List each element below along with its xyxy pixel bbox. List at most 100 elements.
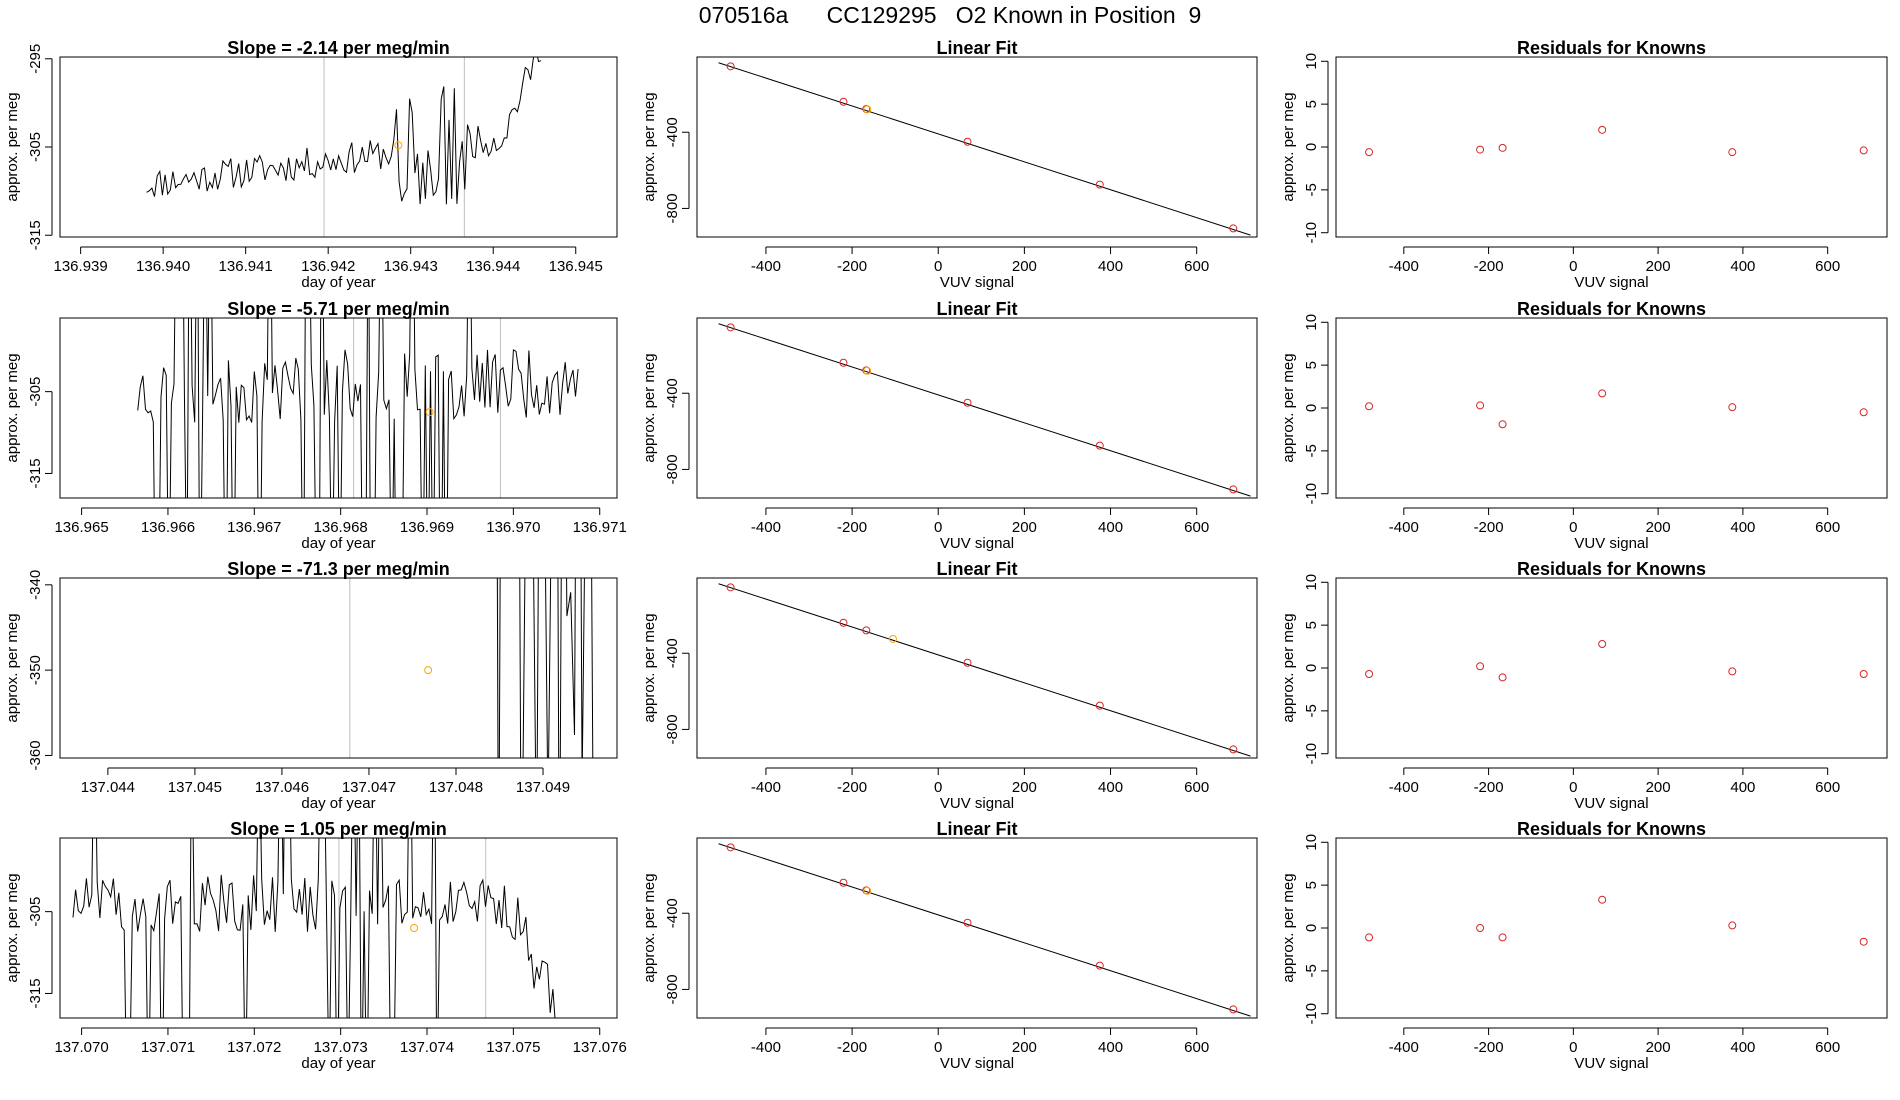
y-tick-label: -315 — [27, 458, 44, 488]
x-tick-label: -200 — [837, 258, 867, 275]
x-axis-label: day of year — [301, 535, 375, 552]
y-tick-label: -315 — [27, 220, 44, 250]
panel-linear-fit-row-1: -400 -200 0 200 400 600 VUV signal -400 -800 appr… — [641, 38, 1258, 291]
panel-title: Slope = -5.71 per meg/min — [227, 299, 450, 319]
known-point — [1476, 401, 1485, 410]
unknown-point — [863, 105, 872, 114]
plot-area — [718, 583, 1251, 757]
x-axis-label: VUV signal — [940, 1055, 1014, 1072]
x-tick-label: 200 — [1012, 779, 1037, 796]
x-axis-label: day of year — [301, 274, 375, 291]
y-axis-label: approx. per meg — [641, 873, 658, 982]
unknown-point — [889, 634, 897, 643]
known-point — [839, 878, 848, 887]
unknown-point — [863, 366, 872, 375]
x-tick-label: 136.942 — [301, 258, 355, 275]
data-trace — [146, 57, 542, 205]
panel-title: Slope = 1.05 per meg/min — [230, 819, 447, 839]
known-point — [1859, 146, 1868, 155]
x-tick-label: 137.047 — [342, 779, 396, 796]
known-point — [1229, 745, 1238, 754]
x-axis-label: VUV signal — [1574, 795, 1648, 812]
x-tick-label: 137.070 — [54, 1039, 108, 1056]
panel-linear-fit-row-4: -400 -200 0 200 400 600 VUV signal -400 -800 appr… — [641, 819, 1258, 1072]
known-point — [839, 358, 848, 367]
y-axis-label: approx. per meg — [4, 353, 21, 462]
x-tick-label: -200 — [837, 519, 867, 536]
y-tick-label: 0 — [1303, 924, 1320, 932]
panel-title: Linear Fit — [936, 38, 1017, 58]
known-point — [963, 658, 972, 667]
x-tick-label: 200 — [1646, 258, 1671, 275]
known-point — [963, 137, 972, 146]
y-axis-label: approx. per meg — [4, 92, 21, 201]
y-axis-label: approx. per meg — [1280, 353, 1297, 462]
x-tick-label: -200 — [837, 1039, 867, 1056]
panel-title: Slope = -2.14 per meg/min — [227, 38, 450, 58]
known-point — [1095, 701, 1104, 710]
x-tick-label: 600 — [1184, 258, 1209, 275]
data-trace — [137, 318, 579, 498]
known-point — [963, 398, 972, 407]
known-point — [1859, 408, 1868, 417]
unknown-point — [425, 408, 434, 417]
x-tick-label: 136.939 — [54, 258, 108, 275]
unknown-point — [410, 924, 419, 932]
x-tick-label: 136.971 — [573, 519, 627, 536]
known-point — [1365, 933, 1374, 942]
x-tick-label: 0 — [1569, 258, 1577, 275]
x-tick-label: 136.940 — [136, 258, 190, 275]
figure-title: 070516a CC129295 O2 Known in Position 9 — [698, 2, 1202, 28]
x-tick-label: 600 — [1815, 519, 1840, 536]
y-tick-label: -800 — [664, 974, 681, 1004]
plot-area — [146, 57, 542, 237]
x-tick-label: 400 — [1098, 519, 1123, 536]
x-axis-label: VUV signal — [940, 535, 1014, 552]
x-tick-label: -400 — [751, 1039, 781, 1056]
plot-frame — [59, 317, 618, 499]
plot-frame — [1335, 317, 1888, 499]
unknown-point — [424, 666, 433, 675]
x-tick-label: 136.945 — [549, 258, 603, 275]
x-tick-label: 137.048 — [429, 779, 483, 796]
x-tick-label: 137.073 — [314, 1039, 368, 1056]
y-tick-label: -10 — [1303, 743, 1320, 765]
x-tick-label: 400 — [1730, 258, 1755, 275]
y-tick-label: 0 — [1303, 143, 1320, 151]
y-tick-label: -340 — [27, 570, 44, 600]
y-tick-label: -400 — [664, 378, 681, 408]
plot-area — [718, 843, 1251, 1017]
x-tick-label: 200 — [1646, 519, 1671, 536]
known-point — [1498, 673, 1507, 682]
x-tick-label: 137.049 — [516, 779, 570, 796]
y-axis-label: approx. per meg — [641, 613, 658, 722]
known-point — [1476, 924, 1485, 932]
y-tick-label: -400 — [664, 117, 681, 147]
x-tick-label: -200 — [837, 779, 867, 796]
y-tick-label: 5 — [1303, 621, 1320, 629]
y-tick-label: -305 — [27, 132, 44, 162]
panel-linear-fit-row-2: -400 -200 0 200 400 600 VUV signal -400 -800 appr… — [641, 299, 1258, 552]
panel-title: Linear Fit — [936, 559, 1017, 579]
known-point — [1229, 224, 1238, 233]
plot-area — [1365, 895, 1868, 946]
known-point — [862, 626, 871, 635]
y-tick-label: 5 — [1303, 100, 1320, 108]
x-tick-label: -400 — [1389, 519, 1419, 536]
x-axis-label: VUV signal — [940, 274, 1014, 291]
y-axis-label: approx. per meg — [4, 873, 21, 982]
known-point — [1728, 148, 1737, 157]
known-point — [1365, 402, 1374, 411]
x-tick-label: -200 — [1474, 519, 1504, 536]
known-point — [1859, 670, 1868, 678]
y-tick-label: 5 — [1303, 881, 1320, 889]
known-point — [726, 62, 735, 71]
panel-title: Residuals for Knowns — [1517, 299, 1706, 319]
known-point — [1498, 933, 1507, 942]
known-point — [1229, 1005, 1238, 1014]
fit-line — [718, 843, 1251, 1017]
known-point — [1095, 961, 1104, 970]
plot-area — [718, 62, 1251, 236]
y-tick-label: -305 — [27, 377, 44, 407]
x-tick-label: -400 — [1389, 779, 1419, 796]
